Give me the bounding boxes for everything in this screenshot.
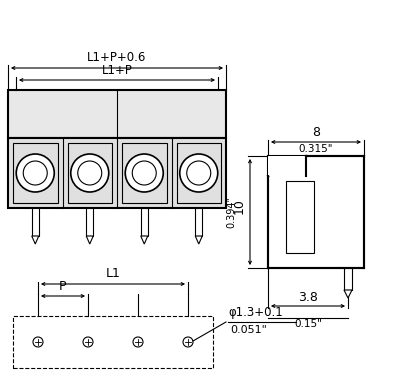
- Polygon shape: [86, 236, 93, 244]
- Text: 0.15": 0.15": [294, 319, 322, 329]
- Circle shape: [125, 154, 163, 192]
- Circle shape: [78, 161, 102, 185]
- Text: 10: 10: [233, 198, 246, 214]
- Text: 0.051": 0.051": [230, 325, 267, 335]
- Bar: [286, 181, 314, 253]
- Bar: [86, 208, 93, 236]
- Bar: [32, 208, 39, 236]
- Text: P: P: [59, 280, 67, 293]
- Bar: [8, 90, 226, 138]
- Polygon shape: [344, 290, 352, 298]
- Text: L1: L1: [106, 267, 120, 280]
- Polygon shape: [141, 236, 148, 244]
- Bar: [13, 143, 58, 203]
- Polygon shape: [32, 236, 39, 244]
- Circle shape: [132, 161, 156, 185]
- Bar: [268, 156, 306, 176]
- Circle shape: [187, 161, 211, 185]
- Bar: [68, 143, 112, 203]
- Text: L1+P+0.6: L1+P+0.6: [87, 51, 147, 64]
- Circle shape: [33, 337, 43, 347]
- Text: 3.8: 3.8: [298, 291, 318, 304]
- Circle shape: [83, 337, 93, 347]
- Text: 8: 8: [312, 126, 320, 139]
- Bar: [195, 208, 202, 236]
- Polygon shape: [195, 236, 202, 244]
- Circle shape: [71, 154, 109, 192]
- Circle shape: [133, 337, 143, 347]
- Bar: [141, 208, 148, 236]
- Circle shape: [16, 154, 54, 192]
- Bar: [344, 268, 352, 290]
- Circle shape: [23, 161, 47, 185]
- Bar: [13, 316, 213, 368]
- Bar: [8, 138, 226, 208]
- Bar: [122, 143, 166, 203]
- Bar: [268, 156, 364, 268]
- Bar: [176, 143, 221, 203]
- Text: 0.315": 0.315": [299, 144, 333, 154]
- Text: φ1.3+0.1: φ1.3+0.1: [228, 306, 283, 319]
- Text: 0.394": 0.394": [226, 196, 236, 228]
- Circle shape: [180, 154, 218, 192]
- Text: L1+P: L1+P: [102, 64, 132, 77]
- Circle shape: [183, 337, 193, 347]
